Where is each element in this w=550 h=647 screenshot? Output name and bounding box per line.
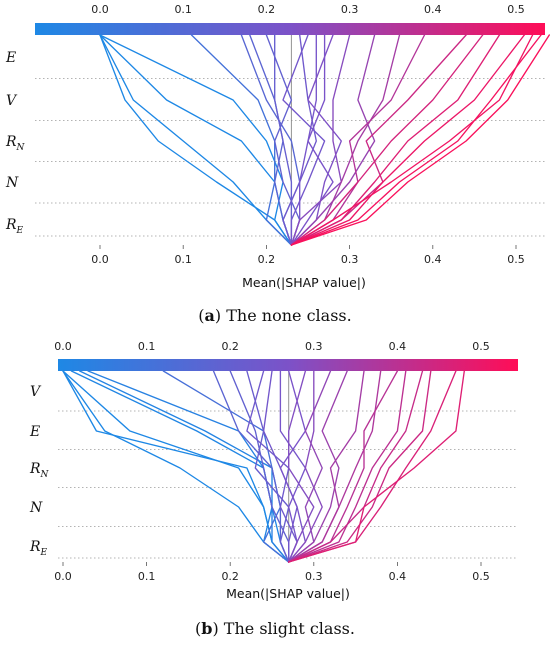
feature-label-subscript: E: [16, 226, 24, 236]
feature-label: N: [29, 500, 43, 516]
top-tick-label: 0.4: [389, 340, 407, 353]
decision-path: [288, 370, 382, 563]
bottom-tick-label: 0.1: [138, 570, 156, 583]
decision-path: [212, 370, 290, 563]
caption-letter: a: [205, 306, 215, 325]
panel-caption: (b) The slight class.: [195, 619, 355, 638]
x-axis-label: Mean(|SHAP value|): [242, 275, 366, 290]
feature-label: N: [5, 175, 19, 191]
decision-path: [290, 34, 484, 246]
decision-path: [290, 34, 534, 246]
colorbar: [58, 359, 518, 371]
top-tick-label: 0.0: [54, 340, 72, 353]
decision-path: [99, 34, 293, 246]
top-tick-label: 0.2: [221, 340, 239, 353]
decision-path: [290, 34, 376, 246]
decision-path: [288, 370, 424, 563]
caption-letter: b: [201, 619, 212, 638]
top-tick-label: 0.5: [507, 3, 525, 16]
decision-path: [290, 34, 351, 246]
bottom-tick-label: 0.2: [258, 253, 276, 266]
decision-path: [290, 34, 542, 246]
bottom-tick-label: 0.0: [54, 570, 72, 583]
feature-label: RE: [29, 539, 48, 558]
decision-path: [288, 370, 323, 563]
top-tick-label: 0.1: [174, 3, 192, 16]
feature-label: E: [29, 424, 40, 440]
decision-path: [274, 34, 293, 246]
top-tick-label: 0.2: [258, 3, 276, 16]
top-tick-label: 0.0: [91, 3, 109, 16]
decision-path: [288, 370, 315, 563]
decision-path: [290, 34, 501, 246]
top-tick-label: 0.3: [341, 3, 359, 16]
decision-path: [99, 34, 293, 246]
bottom-tick-label: 0.4: [389, 570, 407, 583]
feature-label: RE: [5, 217, 24, 236]
bottom-tick-label: 0.3: [305, 570, 323, 583]
decision-path: [290, 34, 334, 246]
decision-path: [290, 34, 550, 246]
decision-path: [99, 34, 293, 246]
decision-path: [282, 34, 326, 246]
bottom-tick-label: 0.4: [424, 253, 442, 266]
decision-path: [288, 370, 407, 563]
feature-label: V: [30, 384, 42, 400]
feature-label-subscript: N: [16, 143, 26, 153]
bottom-tick-label: 0.0: [91, 253, 109, 266]
bottom-tick-label: 0.2: [221, 570, 239, 583]
bottom-tick-label: 0.5: [507, 253, 525, 266]
colorbar: [35, 23, 545, 35]
decision-path: [99, 34, 293, 246]
decision-path: [246, 370, 290, 563]
feature-label: RN: [5, 134, 26, 153]
bottom-tick-label: 0.1: [174, 253, 192, 266]
top-tick-label: 0.5: [472, 340, 490, 353]
decision-path: [282, 34, 317, 246]
decision-path: [87, 370, 290, 563]
feature-label: E: [5, 50, 16, 66]
decision-path: [290, 34, 525, 246]
feature-label-subscript: E: [40, 548, 48, 558]
panel-caption: (a) The none class.: [198, 306, 351, 325]
feature-label: RN: [29, 461, 50, 480]
top-tick-label: 0.3: [305, 340, 323, 353]
decision-path: [288, 370, 432, 563]
top-tick-label: 0.1: [138, 340, 156, 353]
x-axis-label: Mean(|SHAP value|): [226, 586, 350, 601]
feature-label: V: [6, 93, 18, 109]
decision-path: [190, 34, 293, 246]
bottom-tick-label: 0.5: [472, 570, 490, 583]
feature-label-subscript: N: [40, 470, 50, 480]
top-tick-label: 0.4: [424, 3, 442, 16]
decision-path: [288, 370, 465, 563]
bottom-tick-label: 0.3: [341, 253, 359, 266]
